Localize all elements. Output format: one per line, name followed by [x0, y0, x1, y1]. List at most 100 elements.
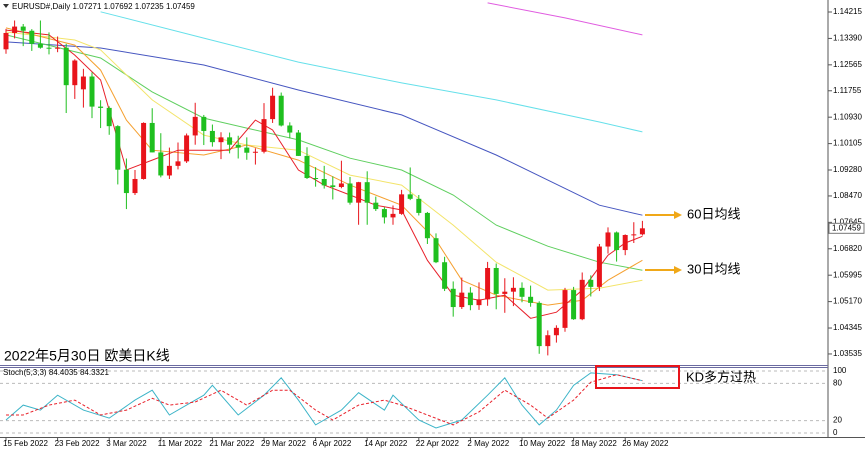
candle-body	[149, 122, 155, 153]
x-tick-label: 21 Mar 2022	[209, 439, 254, 448]
y-tick-label: 0	[833, 428, 838, 437]
y-tick-label: 1.13390	[833, 34, 862, 43]
candle-body	[373, 202, 379, 210]
y-tick-label: 1.12565	[833, 60, 862, 69]
x-tick-label: 26 May 2022	[622, 439, 669, 448]
high-value: 1.07692	[104, 2, 133, 11]
candle-body	[270, 95, 276, 120]
candle-body	[588, 279, 594, 287]
candle-body	[510, 287, 516, 292]
candle-body	[261, 119, 267, 152]
label-layer: 1.14215 1.13390 1.12565 1.11755 1.10930 1.101…	[3, 7, 865, 448]
candle-body	[579, 279, 585, 320]
y-tick-label: 100	[833, 366, 847, 375]
moving-average	[5, 31, 643, 291]
y-tick-label: 1.03535	[833, 349, 862, 358]
chart-title: 2022年5月30日 欧美日K线	[4, 348, 170, 364]
x-tick-label: 14 Apr 2022	[364, 439, 408, 448]
y-tick-label: 1.10105	[833, 139, 862, 148]
x-tick-label: 2 May 2022	[467, 439, 509, 448]
candle-body	[158, 152, 164, 176]
candle-body	[476, 299, 482, 306]
candle-body	[313, 178, 319, 180]
y-tick-label: 20	[833, 416, 842, 425]
x-tick-label: 22 Apr 2022	[416, 439, 460, 448]
x-tick-label: 15 Feb 2022	[3, 439, 48, 448]
candle-body	[493, 267, 499, 294]
candle-body	[98, 106, 104, 108]
candle-body	[407, 194, 413, 199]
x-tick-label: 10 May 2022	[519, 439, 566, 448]
candle-body	[364, 182, 370, 203]
low-value: 1.07235	[135, 2, 164, 11]
candle-body	[596, 246, 602, 287]
candle-body	[235, 144, 241, 148]
candle-body	[502, 291, 508, 294]
y-tick-label: 1.09280	[833, 165, 862, 174]
candle-body	[141, 122, 147, 179]
candle-body	[106, 107, 112, 127]
candle-body	[433, 238, 439, 263]
candle-body	[536, 302, 542, 347]
candle-body	[639, 228, 645, 235]
candle-body	[72, 60, 78, 86]
candle-body	[132, 178, 138, 194]
candle-body	[209, 130, 215, 143]
x-tick-label: 23 Feb 2022	[55, 439, 100, 448]
arrow-head	[674, 266, 682, 274]
x-tick-label: 18 May 2022	[571, 439, 618, 448]
candle-body	[622, 235, 628, 251]
moving-average	[5, 41, 643, 216]
candle-body	[192, 116, 198, 136]
menu-icon	[3, 4, 9, 8]
candle-body	[29, 30, 35, 44]
candle-body	[80, 76, 86, 90]
candle-body	[381, 209, 387, 218]
moving-average	[5, 29, 643, 319]
annotation: 60日均线	[687, 206, 740, 221]
candle-body	[227, 137, 233, 145]
y-tick-label: 1.05170	[833, 297, 862, 306]
candle-body	[614, 232, 620, 251]
indicator-header: Stoch(5,3,3) 84.4035 84.3321	[3, 368, 109, 377]
indicator-value: 84.4035	[49, 368, 78, 377]
candle-body	[571, 290, 577, 320]
arrows	[645, 211, 682, 274]
arrow-head	[674, 211, 682, 219]
candle-body	[46, 47, 52, 49]
candle-body	[278, 95, 284, 126]
candle-body	[55, 47, 61, 49]
y-tick-label: 1.08470	[833, 191, 862, 200]
y-tick-label: 1.05995	[833, 270, 862, 279]
indicator-value: 84.3321	[80, 368, 109, 377]
candle-body	[218, 137, 224, 143]
candle-body	[519, 287, 525, 297]
candle-body	[295, 132, 301, 156]
annotation: KD多方过热	[686, 369, 756, 384]
indicator-line	[5, 372, 643, 429]
candle-body	[175, 161, 181, 166]
candle-body	[424, 212, 430, 239]
candle-body	[459, 292, 465, 308]
candle-body	[390, 213, 396, 218]
y-tick-label: 1.10930	[833, 112, 862, 121]
moving-average	[487, 2, 643, 36]
close-value: 1.07459	[166, 2, 195, 11]
y-tick-label: 1.11755	[833, 86, 862, 95]
candle-body	[356, 182, 362, 203]
candle-body	[63, 47, 69, 86]
indicator-label: Stoch(5,3,3)	[3, 368, 47, 377]
candle-body	[631, 234, 637, 236]
candle-body	[467, 292, 473, 306]
candle-body	[321, 178, 327, 186]
candle-body	[12, 26, 18, 33]
chart-header: EURUSD#,Daily 1.07271 1.07692 1.07235 1.…	[12, 2, 195, 11]
candle-body	[304, 155, 310, 179]
symbol: EURUSD#,Daily	[12, 2, 70, 11]
candle-body	[562, 290, 568, 328]
x-tick-label: 3 Mar 2022	[106, 439, 147, 448]
candle-body	[201, 116, 207, 131]
indicator-line	[6, 374, 643, 426]
